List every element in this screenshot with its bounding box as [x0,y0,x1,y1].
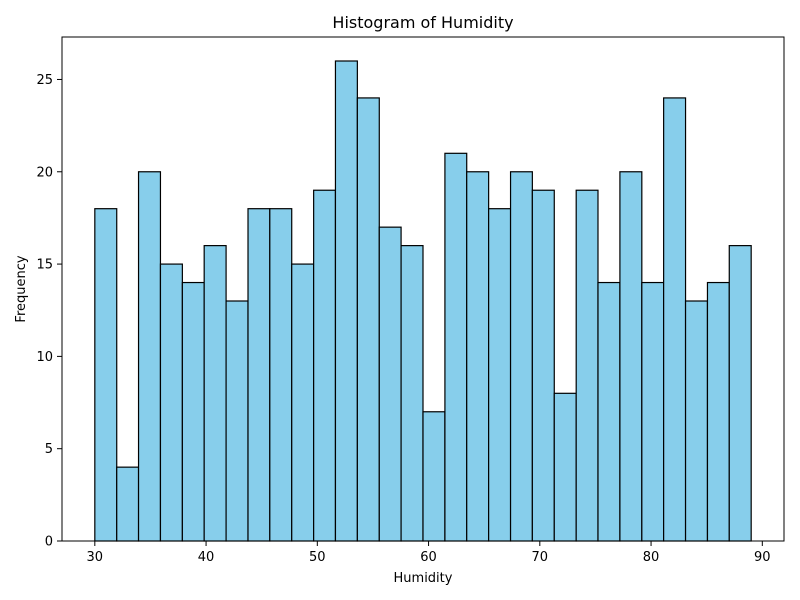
ticks-layer: 30 40 50 60 70 80 90 0 5 10 15 20 25 [36,73,770,565]
y-tick-label: 5 [45,442,53,457]
y-tick-label: 25 [36,73,53,88]
histogram-bar [706,281,730,542]
x-tick-label: 80 [643,550,660,565]
histogram-bar [641,281,665,542]
histogram-bar [619,171,643,542]
histogram-bar [575,189,599,542]
y-tick-label: 10 [36,350,53,365]
histogram-bar [291,263,315,542]
histogram-bar [94,208,118,542]
bars-layer [94,60,752,542]
histogram-bar [203,245,227,542]
histogram-bar [684,300,709,542]
histogram-bar [400,245,424,542]
x-tick-label: 40 [198,550,215,565]
y-tick-label: 15 [36,258,53,273]
histogram-bar [444,152,468,542]
axes-frame [61,36,785,542]
y-tick-label: 0 [45,535,53,550]
histogram-bar [509,171,533,542]
histogram-bar [247,208,271,542]
histogram-bar [597,281,621,542]
histogram-bar [269,208,293,542]
histogram-bar [531,189,555,542]
histogram-bar [159,263,183,542]
histogram-bar [116,466,140,542]
histogram-bar [225,300,249,542]
x-tick-label: 50 [309,550,326,565]
histogram-bar [663,97,687,542]
histogram-bar [466,171,490,542]
histogram-bar [488,208,512,542]
y-axis-label: Frequency [14,255,29,322]
histogram-bar [422,411,446,542]
histogram-bar [334,60,358,542]
histogram-bar [137,171,162,542]
x-tick-label: 70 [532,550,549,565]
histogram-bar [553,392,577,542]
chart-title: Histogram of Humidity [332,13,513,32]
x-tick-label: 90 [754,550,771,565]
histogram-bar [181,281,205,542]
x-tick-label: 30 [87,550,104,565]
histogram-bar [313,189,337,542]
histogram-bar [378,226,402,542]
histogram-bar [728,245,752,542]
y-tick-label: 20 [36,165,53,180]
x-axis-label: Humidity [394,571,453,586]
histogram-bar [356,97,380,542]
axes-layer [61,36,785,542]
x-tick-label: 60 [420,550,437,565]
